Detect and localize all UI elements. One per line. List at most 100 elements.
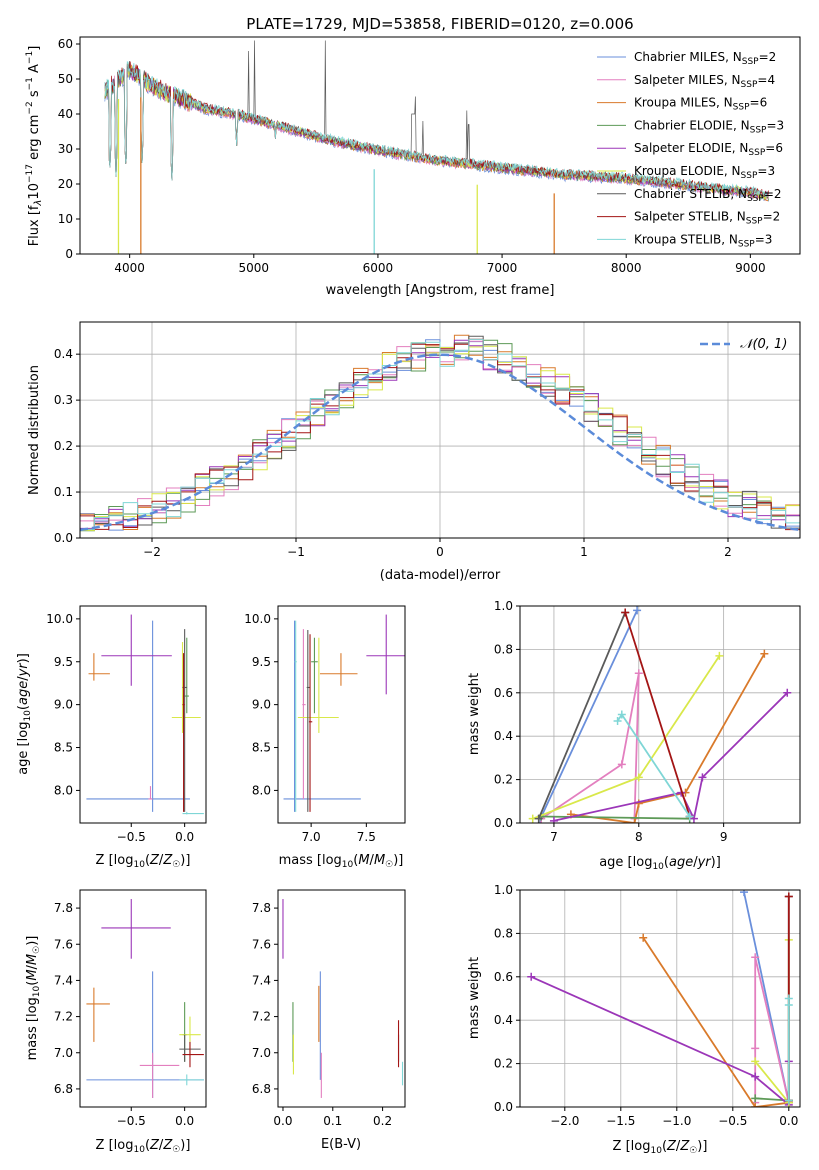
weight-vs-Z-point-marker	[784, 1096, 793, 1105]
spectrum-ytick-label: 60	[58, 37, 73, 51]
weight-vs-Z-xtick-label: −1.5	[606, 1114, 635, 1128]
weight-vs-Z-xtick-label: −1.0	[662, 1114, 691, 1128]
mass-vs-Z-xtick-label: −0.5	[117, 1114, 146, 1128]
age-vs-Z-panel: −0.5 0.0 8.0 8.5 9.0 9.5 10.0	[46, 605, 207, 844]
weight-vs-age-ytick-label: 0.2	[494, 773, 513, 787]
age-vs-mass-ytick-label: 10.0	[244, 612, 271, 626]
age-vs-mass-ticks: 7.0 7.5 8.0 8.5 9.0 9.5 10.0	[244, 612, 376, 844]
spectrum-legend-label: Salpeter STELIB, NSSP=2	[634, 210, 780, 227]
mass-vs-EBV-ytick-label: 7.0	[252, 1046, 271, 1060]
age-vs-mass-xtick-label: 7.0	[302, 830, 321, 844]
residual-xlabel: (data-model)/error	[380, 568, 501, 583]
spectrum-lines	[104, 40, 769, 254]
mass-vs-Z-xlabel: Z [log10(Z/Z☉)]	[96, 1138, 191, 1155]
weight-vs-age-series-line	[539, 609, 638, 820]
spectrum-legend-label: Kroupa STELIB, NSSP=3	[634, 232, 772, 249]
spectrum-legend-label: Salpeter MILES, NSSP=4	[634, 73, 775, 90]
weight-vs-Z-ticks: −2.0 −1.5 −1.0 −0.5 0.0 0.0 0.2 0.4 0.6 0.8 1.0	[494, 883, 798, 1128]
weight-vs-age-point-marker	[617, 760, 626, 769]
mass-vs-Z-ytick-label: 7.0	[54, 1046, 73, 1060]
weight-vs-age-point-marker	[634, 773, 643, 782]
weight-vs-age-point-marker	[549, 816, 558, 823]
weight-vs-Z-xtick-label: −2.0	[550, 1114, 579, 1128]
residual-xtick-label: −2	[143, 545, 161, 559]
weight-vs-Z-ylabel: mass weight	[467, 957, 482, 1039]
weight-vs-age-ticks: 7 8 9 0.0 0.2 0.4 0.6 0.8 1.0	[494, 599, 728, 844]
age-vs-mass-xlabel: mass [log10(M/M☉)]	[279, 853, 404, 870]
residual-ytick-label: 0.0	[54, 531, 73, 545]
spectrum-legend: Chabrier MILES, NSSP=2 Salpeter MILES, NS…	[597, 50, 784, 249]
residual-normal-curve	[80, 353, 800, 532]
spectrum-ytick-label: 40	[58, 107, 73, 121]
mass-vs-EBV-xtick-label: 0.0	[273, 1114, 292, 1128]
spectrum-axes-frame	[79, 36, 801, 255]
age-vs-mass-ytick-label: 9.0	[252, 698, 271, 712]
mass-vs-Z-ytick-label: 7.6	[54, 937, 73, 951]
age-vs-Z-ytick-label: 8.5	[54, 741, 73, 755]
age-vs-mass-ytick-label: 8.0	[252, 783, 271, 797]
mass-vs-EBV-ytick-label: 7.2	[252, 1010, 271, 1024]
spectrum-xtick-label: 9000	[735, 261, 766, 275]
weight-vs-Z-ytick-label: 0.2	[494, 1057, 513, 1071]
spectrum-series-line	[104, 66, 769, 201]
svg-text:age [log10(age/yr)]: age [log10(age/yr)]	[599, 855, 721, 872]
age-vs-mass-axes-frame	[277, 605, 406, 824]
residual-hists	[80, 334, 800, 532]
residual-hist-series	[80, 338, 800, 530]
spectrum-ytick-label: 0	[65, 247, 73, 261]
mass-vs-Z-axes-frame	[79, 889, 207, 1108]
weight-vs-Z-point-marker	[751, 1072, 760, 1081]
spectrum-legend-label: Chabrier ELODIE, NSSP=3	[634, 118, 784, 135]
age-vs-Z-xlabel: Z [log10(Z/Z☉)]	[96, 853, 191, 870]
mass-vs-Z-ytick-label: 7.2	[54, 1010, 73, 1024]
svg-text:Flux [fλ10−17 erg cm−2 s−1 A−1: Flux [fλ10−17 erg cm−2 s−1 A−1]	[25, 46, 44, 247]
weight-vs-Z-xlabel: Z [log10(Z/Z☉)]	[613, 1139, 708, 1156]
weight-vs-age-xtick-label: 8	[635, 830, 643, 844]
spectrum-legend-label: Kroupa ELODIE, NSSP=3	[634, 164, 775, 181]
age-vs-Z-ylabel: age [log10(age/yr)]	[16, 653, 33, 775]
spectrum-ytick-label: 20	[58, 177, 73, 191]
spectrum-panel: 4000 5000 6000 7000 8000 9000 0 10 20 30 40 50 60 wa…	[25, 36, 801, 298]
spectrum-ytick-label: 10	[58, 212, 73, 226]
weight-vs-age-ytick-label: 0.6	[494, 686, 513, 700]
weight-vs-Z-axes-frame	[519, 889, 801, 1108]
mass-vs-EBV-xlabel: E(B-V)	[321, 1137, 361, 1152]
weight-vs-age-point-marker	[685, 812, 694, 821]
spectrum-xtick-label: 5000	[239, 261, 270, 275]
age-vs-mass-ytick-label: 9.5	[252, 655, 271, 669]
weight-vs-Z-point-marker	[527, 972, 536, 981]
weight-vs-Z-series-line	[530, 975, 790, 1107]
weight-vs-age-ytick-label: 0.8	[494, 642, 513, 656]
weight-vs-age-ytick-label: 0.0	[494, 816, 513, 830]
spectrum-legend-label: Salpeter ELODIE, NSSP=6	[634, 141, 783, 158]
weight-vs-age-series-line	[624, 612, 691, 817]
weight-vs-Z-marks	[527, 890, 793, 1107]
residual-xtick-label: 0	[436, 545, 444, 559]
age-vs-Z-axes-frame	[79, 605, 207, 824]
mass-vs-EBV-marks	[282, 899, 404, 1098]
age-vs-mass-panel: 7.0 7.5 8.0 8.5 9.0 9.5 10.0	[244, 605, 406, 844]
residual-ytick-label: 0.3	[54, 393, 73, 407]
weight-vs-age-point-marker	[621, 608, 630, 617]
age-vs-Z-ytick-label: 9.0	[54, 698, 73, 712]
mass-vs-Z-ytick-label: 6.8	[54, 1082, 73, 1096]
weight-vs-Z-ytick-label: 0.6	[494, 970, 513, 984]
spectrum-xtick-label: 6000	[363, 261, 394, 275]
weight-vs-age-point-marker	[783, 688, 792, 697]
weight-vs-age-point-marker	[617, 710, 626, 719]
weight-vs-Z-point-marker	[639, 933, 648, 942]
weight-vs-Z-ytick-label: 0.4	[494, 1013, 513, 1027]
svg-text:age [log10(age/yr)]: age [log10(age/yr)]	[16, 653, 33, 775]
weight-vs-age-point-marker	[534, 814, 543, 823]
weight-vs-age-series-line	[541, 815, 690, 820]
weight-vs-Z-panel: −2.0 −1.5 −1.0 −0.5 0.0 0.0 0.2 0.4 0.6 0.8 1.0	[494, 883, 801, 1128]
mass-vs-EBV-xtick-label: 0.1	[323, 1114, 342, 1128]
mass-vs-EBV-axes-frame	[277, 889, 406, 1108]
weight-vs-age-ytick-label: 0.4	[494, 729, 513, 743]
mass-vs-EBV-ytick-label: 7.6	[252, 937, 271, 951]
spectrum-xtick-label: 8000	[611, 261, 642, 275]
weight-vs-age-point-marker	[689, 814, 698, 823]
weight-vs-Z-ytick-label: 0.0	[494, 1100, 513, 1114]
weight-vs-Z-xtick-label: 0.0	[779, 1114, 798, 1128]
